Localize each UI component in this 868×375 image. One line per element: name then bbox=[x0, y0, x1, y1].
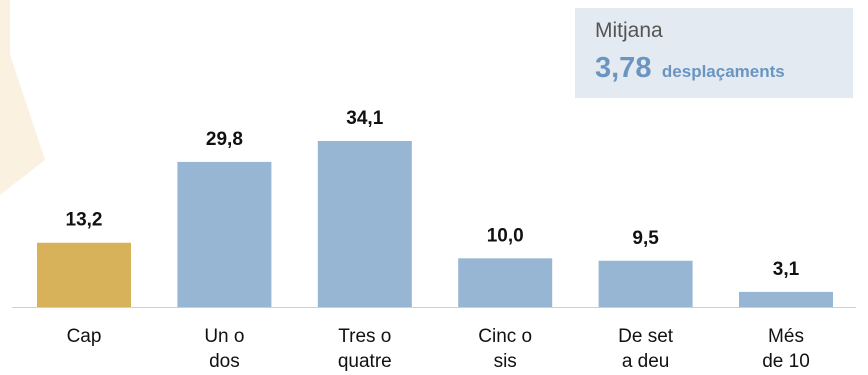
bar bbox=[37, 242, 131, 307]
mean-box: Mitjana 3,78 desplaçaments bbox=[575, 8, 853, 98]
category-label: Un o bbox=[204, 326, 244, 347]
category-label: dos bbox=[209, 351, 240, 372]
category-label: Cinc o bbox=[478, 326, 532, 347]
mean-title: Mitjana bbox=[595, 19, 663, 42]
bar-value-label: 29,8 bbox=[206, 129, 243, 150]
category-label: a deu bbox=[622, 351, 670, 372]
bar-value-label: 10,0 bbox=[487, 225, 524, 246]
category-label: de 10 bbox=[762, 351, 810, 372]
category-label: Més bbox=[768, 326, 804, 347]
bar-value-label: 9,5 bbox=[632, 228, 659, 249]
bar-value-label: 13,2 bbox=[66, 210, 103, 231]
mean-row: 3,78 desplaçaments bbox=[595, 52, 785, 85]
bar bbox=[458, 258, 553, 307]
bar bbox=[739, 291, 833, 307]
category-label: sis bbox=[494, 351, 517, 372]
bar-value-label: 3,1 bbox=[773, 259, 800, 280]
category-label: De set bbox=[618, 326, 674, 347]
mean-value: 3,78 bbox=[595, 52, 652, 84]
bar bbox=[598, 260, 693, 307]
category-label: Tres o bbox=[338, 326, 391, 347]
category-label: quatre bbox=[338, 351, 392, 372]
decorative-arrow-shape bbox=[0, 0, 45, 195]
mean-unit: desplaçaments bbox=[661, 62, 785, 81]
category-label: Cap bbox=[67, 326, 102, 347]
bar bbox=[317, 141, 412, 307]
bar bbox=[177, 161, 272, 307]
bar-value-label: 34,1 bbox=[346, 108, 383, 129]
